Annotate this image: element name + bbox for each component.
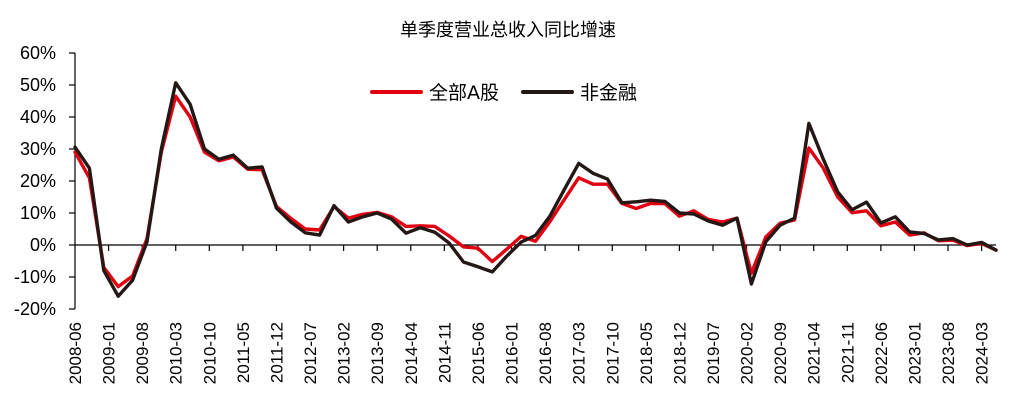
y-tick-label: -10% [14,267,56,287]
chart-title: 单季度营业总收入同比增速 [400,20,616,41]
x-tick-label: 2014-04 [402,322,421,384]
legend-swatch-red-line-icon [370,89,423,94]
x-tick-label: 2020-09 [771,322,790,384]
x-tick-label: 2011-12 [267,322,286,383]
x-tick-label: 2009-01 [100,322,119,384]
y-tick-label: 40% [20,107,56,127]
x-tick-label: 2009-08 [133,322,152,384]
x-tick-label: 2014-11 [435,322,454,383]
axes: 60% 50% 40% 30% 20% 10% 0% -10% -20% 2008-06 2009-… [14,43,996,384]
x-tick-label: 2019-07 [704,322,723,384]
x-tick-label: 2024-03 [973,322,992,384]
x-tick-label: 2008-06 [66,322,85,384]
legend-label: 非金融 [580,82,638,104]
legend-item-all-a-shares: 全部A股 [370,78,499,105]
x-tick-label: 2013-02 [335,322,354,384]
x-tick-label: 2023-01 [905,322,924,384]
series-line-all-a-shares [73,94,998,289]
legend-item-non-financial: 非金融 [521,78,637,105]
x-tick-label: 2016-08 [536,322,555,384]
x-tick-label: 2023-08 [939,322,958,384]
x-tick-label: 2018-12 [670,322,689,384]
x-tick-label: 2017-10 [603,322,622,384]
x-tick-label: 2012-07 [301,322,320,384]
y-tick-label: 50% [20,75,56,95]
y-tick-label: -20% [14,299,56,319]
y-tick-label: 60% [20,43,56,63]
x-tick-label: 2017-03 [570,322,589,384]
legend-label: 全部A股 [429,82,499,104]
x-tick-label: 2015-06 [469,322,488,384]
x-tick-label: 2021-04 [805,322,824,384]
y-tick-label: 10% [20,203,56,223]
legend: 全部A股 非金融 [370,78,659,105]
x-tick-label: 2020-02 [738,322,757,384]
y-tick-label: 0% [30,235,56,255]
legend-swatch-black-line-icon [521,89,574,94]
y-tick-label: 30% [20,139,56,159]
x-tick-label: 2018-05 [637,322,656,384]
x-tick-label: 2021-11 [838,322,857,383]
x-tick-label: 2016-01 [503,322,522,384]
x-tick-label: 2010-03 [167,322,186,384]
x-tick-label: 2011-05 [234,322,253,383]
series-lines [73,81,998,298]
x-tick-label: 2010-10 [200,322,219,384]
series-line-non-financial [73,81,998,298]
x-tick-label: 2013-09 [368,322,387,384]
x-tick-label: 2022-06 [872,322,891,384]
y-tick-label: 20% [20,171,56,191]
